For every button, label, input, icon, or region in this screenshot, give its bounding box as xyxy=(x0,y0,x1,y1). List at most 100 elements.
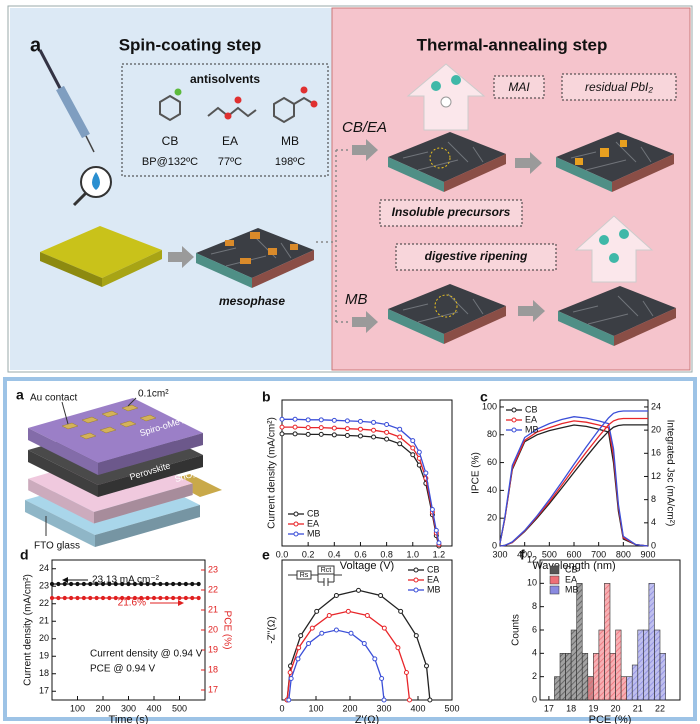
release-arrow xyxy=(574,215,654,283)
route-label: CB/EA xyxy=(342,119,387,136)
x-tick-label: 500 xyxy=(444,703,459,713)
legend-marker xyxy=(511,407,517,413)
x-tick-label: 600 xyxy=(566,549,581,559)
x-tick-label: 300 xyxy=(492,549,507,559)
device-label: FTO glass xyxy=(34,541,80,552)
au-pad xyxy=(99,426,117,434)
mb-ester xyxy=(293,96,315,105)
x-tick-label: 0.0 xyxy=(276,549,289,559)
crystal xyxy=(620,140,627,147)
x-tick-label: 1.0 xyxy=(407,549,420,559)
marker xyxy=(348,630,354,636)
marker xyxy=(333,592,339,598)
grain xyxy=(225,240,234,246)
au-pad xyxy=(81,416,99,424)
marker xyxy=(292,416,298,422)
marker xyxy=(279,431,285,437)
series-line xyxy=(499,416,649,547)
antisolvent-title: antisolvents xyxy=(190,72,260,86)
inset-label: Rct xyxy=(321,567,332,574)
marker xyxy=(344,432,350,438)
hist-bar xyxy=(604,583,611,701)
device-label: 0.1cm² xyxy=(138,389,169,400)
y-tick-label: 4 xyxy=(532,648,537,658)
marker xyxy=(286,697,292,703)
y-tick-label: 0 xyxy=(532,694,537,704)
au-contacts xyxy=(61,404,157,440)
x-tick-label: 0.4 xyxy=(328,549,341,559)
marker xyxy=(433,527,439,533)
marker xyxy=(139,581,144,587)
marker xyxy=(423,470,429,476)
marker xyxy=(81,581,86,587)
inset-label: Rs xyxy=(300,572,309,579)
marker xyxy=(151,581,157,587)
mai-molecule xyxy=(451,75,461,85)
marker xyxy=(429,507,435,512)
marker xyxy=(364,613,370,619)
mai-label: MAI xyxy=(508,80,530,94)
marker xyxy=(384,436,390,442)
highlight xyxy=(429,147,451,169)
marker xyxy=(424,663,429,669)
needle xyxy=(85,135,95,153)
marker xyxy=(196,581,201,587)
series-line xyxy=(282,418,440,544)
route-arrow xyxy=(352,311,378,333)
marker xyxy=(416,449,422,455)
marker xyxy=(372,656,378,662)
y2-tick-label: 22 xyxy=(208,584,218,594)
legend-marker xyxy=(511,417,517,423)
legend-label: EA xyxy=(427,574,439,584)
marker xyxy=(69,595,74,601)
marker xyxy=(94,595,99,601)
x-tick-label: 19 xyxy=(588,703,598,713)
marker xyxy=(395,645,401,651)
marker xyxy=(126,581,131,587)
marker xyxy=(410,438,416,444)
y-tick-label: 20 xyxy=(39,633,49,643)
hist-bar xyxy=(593,653,600,701)
marker xyxy=(164,595,169,601)
o-atom xyxy=(300,86,308,94)
marker xyxy=(309,625,315,631)
marker xyxy=(69,581,74,587)
connector xyxy=(316,150,337,322)
legend-marker xyxy=(413,567,419,573)
marker xyxy=(183,595,188,601)
marker xyxy=(398,608,404,614)
y2-tick-label: 12 xyxy=(651,471,661,481)
mai-molecule xyxy=(431,81,441,91)
marker xyxy=(298,633,304,639)
marker xyxy=(139,595,144,601)
x-tick-label: 200 xyxy=(342,703,357,713)
y-axis-label: IPCE (%) xyxy=(471,452,482,494)
y2-tick-label: 21 xyxy=(208,604,218,614)
hist-bar xyxy=(559,653,566,701)
marker xyxy=(410,452,416,458)
marker xyxy=(306,641,312,647)
substrate-side xyxy=(40,252,102,287)
marker xyxy=(427,697,433,703)
cl-atom xyxy=(174,88,182,96)
marker xyxy=(81,595,86,601)
marker xyxy=(56,581,61,587)
legend-label: MB xyxy=(427,584,441,594)
marker xyxy=(305,417,311,423)
legend-marker xyxy=(511,427,517,433)
mesophase-grains xyxy=(225,232,298,264)
hist-bar xyxy=(620,676,627,701)
legend-marker xyxy=(293,531,299,537)
boiling-point: 77ºC xyxy=(218,156,242,168)
marker xyxy=(177,581,182,587)
marker xyxy=(319,630,325,636)
x-tick-label: 0.6 xyxy=(354,549,367,559)
grain xyxy=(290,244,298,250)
marker xyxy=(132,581,137,587)
barrel xyxy=(56,85,90,139)
left-title: Spin-coating step xyxy=(119,35,262,54)
marker xyxy=(171,595,176,601)
marker xyxy=(107,595,112,601)
legend-label: CB xyxy=(525,404,538,414)
y-tick-label: 18 xyxy=(39,668,49,678)
